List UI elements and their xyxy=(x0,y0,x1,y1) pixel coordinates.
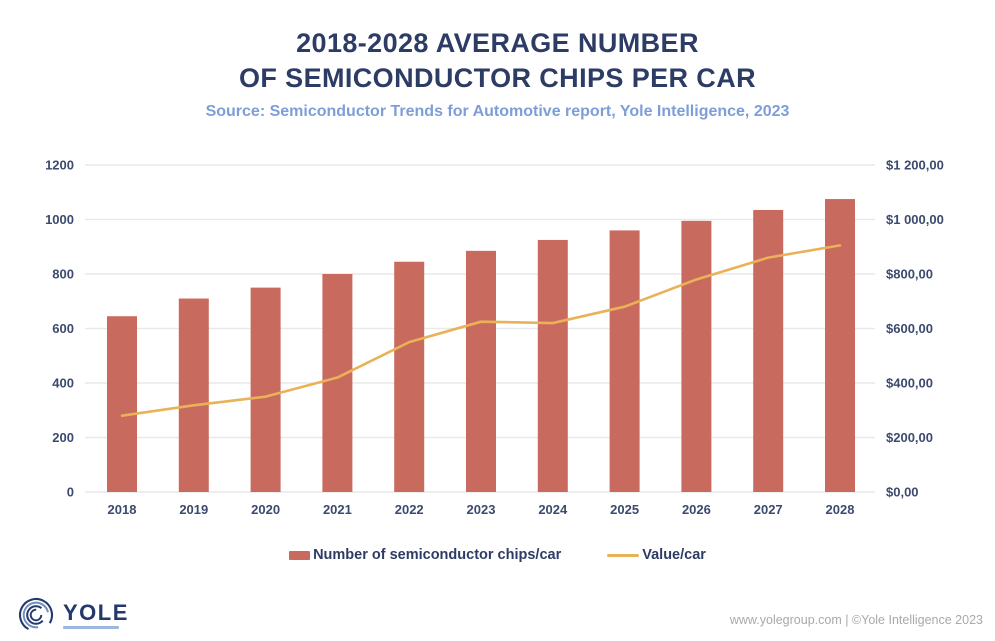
yole-logo: YOLE xyxy=(16,595,129,635)
x-axis-label-2018: 2018 xyxy=(108,502,137,517)
x-axis-label-2024: 2024 xyxy=(538,502,568,517)
bar-2026 xyxy=(681,220,712,493)
bar-2024 xyxy=(537,239,568,492)
right-axis-tick: $600,00 xyxy=(886,321,933,336)
left-axis-tick: 0 xyxy=(67,485,74,500)
right-axis-tick: $200,00 xyxy=(886,430,933,445)
chart-legend: Number of semiconductor chips/car Value/… xyxy=(0,547,995,563)
legend-line-swatch xyxy=(607,553,640,557)
right-axis-tick: $400,00 xyxy=(886,376,933,391)
x-axis-label-2022: 2022 xyxy=(395,502,424,517)
right-axis-tick: $800,00 xyxy=(886,267,933,282)
yole-logo-wordmark: YOLE xyxy=(63,599,129,629)
x-axis-label-2023: 2023 xyxy=(467,502,496,517)
bar-2018 xyxy=(107,316,137,492)
left-axis-tick: 1200 xyxy=(45,158,74,173)
legend-item-value: Value/car xyxy=(607,547,706,563)
bar-2023 xyxy=(466,250,496,492)
legend-item-chips: Number of semiconductor chips/car xyxy=(289,547,561,563)
legend-bar-label: Number of semiconductor chips/car xyxy=(313,547,562,563)
x-axis-label-2027: 2027 xyxy=(754,502,783,517)
yole-logo-text: YOLE xyxy=(63,599,129,625)
legend-line-label: Value/car xyxy=(642,547,706,563)
bar-2019 xyxy=(178,298,209,492)
chart-title-line1: 2018-2028 AVERAGE NUMBER xyxy=(296,28,699,58)
bar-2025 xyxy=(609,230,640,492)
x-axis-label-2026: 2026 xyxy=(682,502,711,517)
left-axis-tick: 800 xyxy=(52,267,74,282)
x-axis-label-2020: 2020 xyxy=(251,502,280,517)
bar-2022 xyxy=(394,261,425,492)
bar-2020 xyxy=(250,287,281,492)
chart-plot-area: 0 $0,00 200 $200,00 400 $400,00 600 $600,00 800 $… xyxy=(45,158,944,518)
x-axis-label-2021: 2021 xyxy=(323,502,352,517)
bar-2028 xyxy=(825,199,855,492)
x-axis-label-2028: 2028 xyxy=(826,502,855,517)
footer-credit: www.yolegroup.com | ©Yole Intelligence 2… xyxy=(729,613,983,627)
left-axis-tick: 600 xyxy=(52,321,74,336)
x-axis-label-2019: 2019 xyxy=(179,502,208,517)
bar-2021 xyxy=(322,274,353,492)
value-line xyxy=(120,244,842,418)
left-axis-tick: 400 xyxy=(52,376,74,391)
x-axis-label-2025: 2025 xyxy=(610,502,639,517)
yole-logo-icon xyxy=(18,597,54,633)
right-axis-tick: $1 200,00 xyxy=(886,158,944,173)
left-axis-tick: 1000 xyxy=(45,212,74,227)
chart-source-subtitle: Source: Semiconductor Trends for Automot… xyxy=(205,103,790,120)
chart-title-line2: OF SEMICONDUCTOR CHIPS PER CAR xyxy=(238,63,757,93)
right-axis-tick: $0,00 xyxy=(886,485,919,500)
logo-tagline xyxy=(63,625,119,629)
bar-2027 xyxy=(753,209,784,492)
chart-header: 2018-2028 AVERAGE NUMBER OF SEMICONDUCTO… xyxy=(0,26,995,121)
legend-bar-swatch xyxy=(289,550,311,560)
right-axis-tick: $1 000,00 xyxy=(886,212,944,227)
left-axis-tick: 200 xyxy=(52,430,74,445)
